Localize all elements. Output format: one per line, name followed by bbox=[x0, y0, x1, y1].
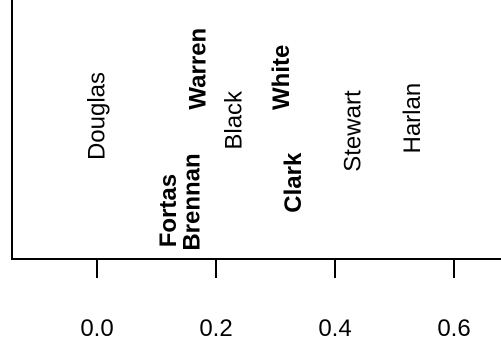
point-label-warren: Warren bbox=[185, 28, 212, 110]
x-tick-label: 0.0 bbox=[80, 315, 113, 342]
point-label-fortas: Fortas bbox=[155, 174, 182, 247]
point-label-stewart: Stewart bbox=[339, 90, 366, 172]
x-axis: 0.0 0.2 0.4 0.6 bbox=[80, 260, 471, 342]
point-label-black: Black bbox=[220, 90, 247, 150]
point-label-brennan: Brennan bbox=[179, 153, 206, 250]
point-label-white: White bbox=[268, 45, 295, 110]
point-label-douglas: Douglas bbox=[84, 72, 111, 160]
x-tick-label: 0.4 bbox=[318, 315, 351, 342]
x-tick-label: 0.2 bbox=[199, 315, 232, 342]
plot-frame bbox=[11, 0, 501, 260]
x-tick-label: 0.6 bbox=[437, 315, 470, 342]
point-label-clark: Clark bbox=[280, 152, 307, 213]
point-label-harlan: Harlan bbox=[399, 83, 426, 154]
